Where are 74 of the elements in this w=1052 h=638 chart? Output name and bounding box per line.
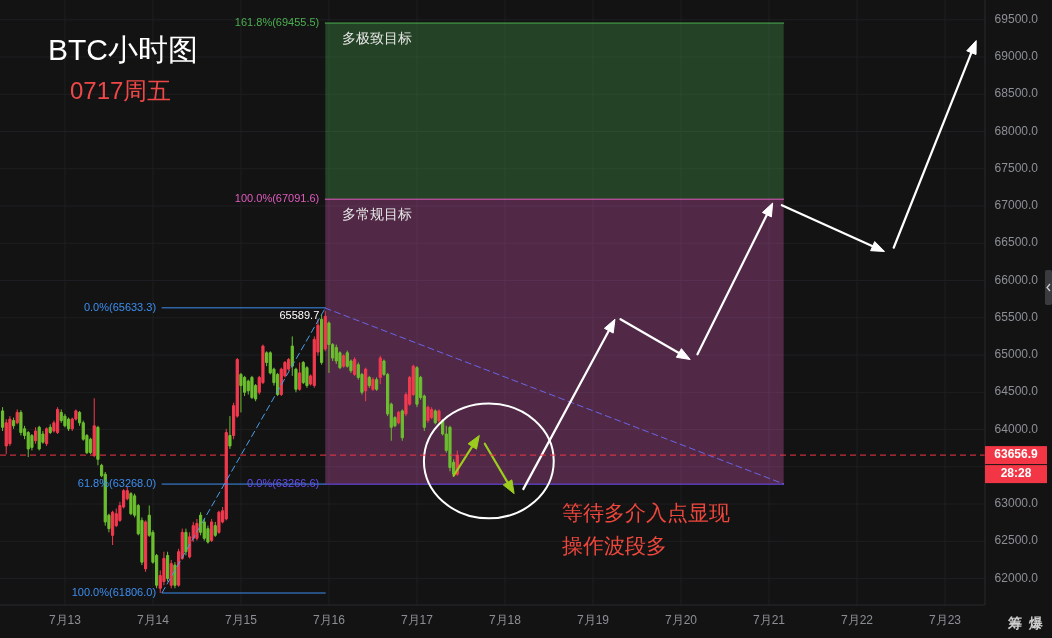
annotation: 多常规目标 xyxy=(342,205,413,222)
y-tick-label: 67500.0 xyxy=(994,160,1039,175)
y-tick-label: 62000.0 xyxy=(994,570,1039,585)
series-label: 0.0%(63266.6) xyxy=(247,477,320,490)
series-label: 100.0%(61806.0) xyxy=(71,585,157,598)
text: BTC小时图 xyxy=(48,32,198,66)
candlestick xyxy=(33,426,38,445)
y-tick-label: 69000.0 xyxy=(994,49,1039,64)
y-tick-label: 66000.0 xyxy=(994,272,1039,287)
candlestick xyxy=(173,561,177,589)
candlestick xyxy=(4,418,8,455)
annotation: 等待多介入点显现操作波段多 xyxy=(562,501,730,557)
text: 0717周五 xyxy=(70,77,172,105)
x-tick-label: 7月19 xyxy=(576,613,610,628)
annotation: 65589.7 xyxy=(279,309,320,321)
y-tick-label: 64000.0 xyxy=(994,421,1039,436)
series-label: 0.0%(65633.3) xyxy=(83,300,157,313)
text: 爆 xyxy=(1028,614,1044,631)
x-tick-label: 7月17 xyxy=(400,613,434,628)
y-tick-label: 65000.0 xyxy=(994,347,1039,362)
y-tick-label: 68500.0 xyxy=(994,86,1039,101)
candlestick xyxy=(63,413,67,428)
candlestick xyxy=(11,417,16,430)
x-tick-label: 7月14 xyxy=(136,613,170,628)
y-tick-label: 64500.0 xyxy=(994,384,1039,399)
annotation: 多极致目标 xyxy=(342,29,413,46)
x-tick-label: 7月20 xyxy=(664,613,698,628)
candlestick xyxy=(378,355,382,385)
candlestick xyxy=(448,425,452,472)
candlestick xyxy=(213,521,217,538)
candlestick xyxy=(371,376,375,392)
candlestick xyxy=(246,379,250,396)
text: 筹 xyxy=(1007,614,1022,631)
candlestick xyxy=(0,406,5,432)
candlestick xyxy=(15,408,19,425)
candlestick xyxy=(184,528,188,556)
y-tick-label: 63000.0 xyxy=(994,496,1039,511)
candlestick xyxy=(19,409,23,436)
x-tick-label: 7月15 xyxy=(224,613,258,628)
candlestick xyxy=(437,408,441,424)
series-label: 100.0%(67091.6) xyxy=(234,192,320,205)
x-tick-label: 7月18 xyxy=(488,613,522,628)
candlestick xyxy=(426,405,430,424)
candlestick xyxy=(239,372,243,413)
x-tick-label: 7月13 xyxy=(48,613,82,628)
candlestick xyxy=(327,321,331,374)
candlestick xyxy=(48,423,52,435)
text: 28:28 xyxy=(1000,466,1032,481)
candlestick xyxy=(37,425,41,451)
candlestick xyxy=(415,365,419,408)
ref-line-label: 63656.9 xyxy=(994,447,1039,462)
y-tick-label: 67000.0 xyxy=(994,198,1039,213)
candlestick xyxy=(375,376,379,392)
series-label: 161.8%(69455.5) xyxy=(234,15,320,28)
x-tick-label: 7月21 xyxy=(752,613,786,628)
x-tick-label: 7月16 xyxy=(312,613,346,628)
candlestick xyxy=(129,491,133,516)
candlestick xyxy=(342,353,346,369)
candlestick xyxy=(298,361,302,392)
x-tick-label: 7月23 xyxy=(929,613,962,628)
y-tick-label: 68000.0 xyxy=(994,123,1039,138)
y-tick-label: 66500.0 xyxy=(994,235,1039,250)
candlestick xyxy=(228,415,232,450)
candlestick xyxy=(96,425,100,466)
candlestick xyxy=(217,510,221,535)
candlestick xyxy=(59,408,63,424)
x-tick-label: 7月22 xyxy=(841,613,874,628)
candlestick xyxy=(305,365,309,389)
y-tick-label: 65500.0 xyxy=(994,309,1039,324)
candlestick xyxy=(26,430,30,458)
candlestick xyxy=(195,518,199,542)
y-tick-label: 62500.0 xyxy=(994,533,1039,548)
candlestick xyxy=(250,375,254,400)
y-tick-label: 69500.0 xyxy=(994,11,1039,26)
